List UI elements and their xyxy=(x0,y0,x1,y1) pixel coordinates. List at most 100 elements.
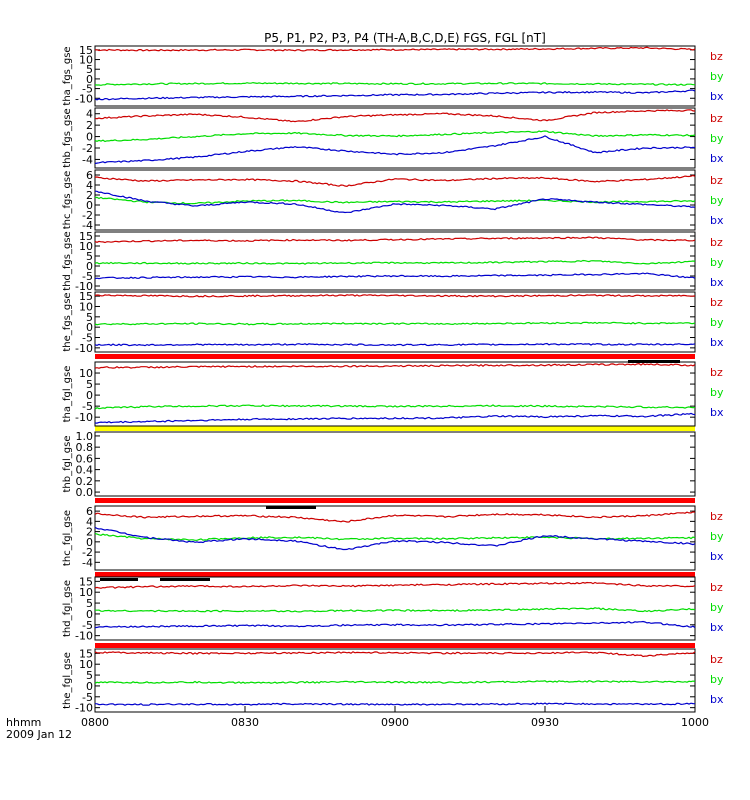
y-tick-label: -4 xyxy=(82,153,93,166)
flag-bar-yellow xyxy=(95,426,695,431)
flag-bar-red-2 xyxy=(95,572,695,577)
legend-bx: bx xyxy=(710,336,724,349)
y-tick-label: -10 xyxy=(75,280,93,293)
series-bx-line xyxy=(94,135,696,165)
y-axis-label: the_fgl_gse xyxy=(62,652,73,709)
data-quality-flags xyxy=(95,354,695,648)
legend-bz: bz xyxy=(710,366,723,379)
y-tick-label: 5 xyxy=(86,597,93,610)
panel-frame xyxy=(94,648,696,713)
series-by-line xyxy=(94,259,696,265)
y-tick-label: 0 xyxy=(86,608,93,621)
legend-by: by xyxy=(710,530,724,543)
x-tick-label: 0900 xyxy=(381,716,409,729)
legend-bx: bx xyxy=(710,406,724,419)
legend-bx: bx xyxy=(710,276,724,289)
legend-bz: bz xyxy=(710,581,723,594)
panel-thb_fgs_gse: thb_fgs_gse 420-2-4 bz by bx xyxy=(62,107,724,169)
series-bz-line xyxy=(94,651,696,658)
legend-by: by xyxy=(710,132,724,145)
y-tick-label: -2 xyxy=(82,209,93,222)
legend-bx: bx xyxy=(710,621,724,634)
y-tick-label: 2 xyxy=(86,189,93,202)
series-bz-line xyxy=(94,511,696,523)
legend-bz: bz xyxy=(710,50,723,63)
flag-segment-2 xyxy=(100,578,138,581)
series-bz-line xyxy=(94,294,696,298)
panel-frame xyxy=(94,45,696,107)
legend-bz: bz xyxy=(710,510,723,523)
y-tick-label: 0 xyxy=(86,389,93,402)
y-tick-label: -5 xyxy=(82,619,93,632)
panel-frame xyxy=(94,361,696,427)
series-bx-line xyxy=(94,702,696,706)
y-tick-label: 5 xyxy=(86,669,93,682)
y-axis-label: thb_fgl_gse xyxy=(62,436,73,493)
y-tick-label: 15 xyxy=(79,290,93,303)
series-bz-line xyxy=(94,174,696,188)
legend-by: by xyxy=(710,386,724,399)
series-bx-line xyxy=(94,620,696,629)
y-tick-label: 6 xyxy=(86,505,93,518)
legend-bx: bx xyxy=(710,90,724,103)
y-tick-label: -5 xyxy=(82,83,93,96)
y-tick-label: 5 xyxy=(86,250,93,263)
legend-bx: bx xyxy=(710,152,724,165)
y-tick-label: 0 xyxy=(86,680,93,693)
y-tick-label: 15 xyxy=(79,44,93,57)
flag-bar-red-1 xyxy=(95,498,695,503)
y-tick-label: -5 xyxy=(82,691,93,704)
series-by-line xyxy=(94,130,696,143)
y-axis-label: thc_fgl_gse xyxy=(62,510,73,566)
legend-by: by xyxy=(710,673,724,686)
legend-by: by xyxy=(710,194,724,207)
y-tick-label: 0.0 xyxy=(76,486,94,499)
series-bx-line xyxy=(94,526,696,551)
y-tick-label: 6 xyxy=(86,169,93,182)
series-bz-line xyxy=(94,236,696,244)
panel-thb_fgl_gse: thb_fgl_gse 1.00.80.60.40.20.0 xyxy=(62,430,696,499)
y-axis-label: tha_fgl_gse xyxy=(62,366,73,423)
legend-bx: bx xyxy=(710,214,724,227)
y-tick-label: 1.0 xyxy=(76,430,94,443)
y-tick-label: 10 xyxy=(79,586,93,599)
flag-bar-red-3 xyxy=(95,643,695,648)
legend-bz: bz xyxy=(710,296,723,309)
y-tick-label: 0 xyxy=(86,260,93,273)
y-tick-label: 0.4 xyxy=(76,464,94,477)
y-tick-label: 15 xyxy=(79,575,93,588)
legend-bx: bx xyxy=(710,693,724,706)
y-tick-label: 2 xyxy=(86,526,93,539)
series-bx-line xyxy=(94,190,696,214)
y-tick-label: -4 xyxy=(82,556,93,569)
y-tick-label: -5 xyxy=(82,332,93,345)
chart-title: P5, P1, P2, P3, P4 (TH-A,B,C,D,E) FGS, F… xyxy=(264,31,546,45)
y-tick-label: 0 xyxy=(86,536,93,549)
legend-by: by xyxy=(710,601,724,614)
panel-frame xyxy=(94,576,696,641)
y-tick-label: -5 xyxy=(82,270,93,283)
y-tick-label: 10 xyxy=(79,658,93,671)
y-tick-label: 5 xyxy=(86,63,93,76)
legend-bz: bz xyxy=(710,236,723,249)
y-tick-label: -10 xyxy=(75,92,93,105)
y-tick-label: -10 xyxy=(75,702,93,715)
y-tick-label: -10 xyxy=(75,342,93,355)
y-tick-label: 2 xyxy=(86,119,93,132)
y-tick-label: -2 xyxy=(82,546,93,559)
panel-frame xyxy=(94,505,696,571)
series-by-line xyxy=(94,81,695,86)
y-axis-label: thb_fgs_gse xyxy=(62,108,73,167)
series-bx-line xyxy=(94,89,696,101)
date-label: 2009 Jan 12 xyxy=(6,728,72,741)
x-tick-label: 0800 xyxy=(81,716,109,729)
legend-bz: bz xyxy=(710,174,723,187)
y-axis-label: thd_fgl_gse xyxy=(62,580,73,637)
series-bx-line xyxy=(94,342,696,347)
